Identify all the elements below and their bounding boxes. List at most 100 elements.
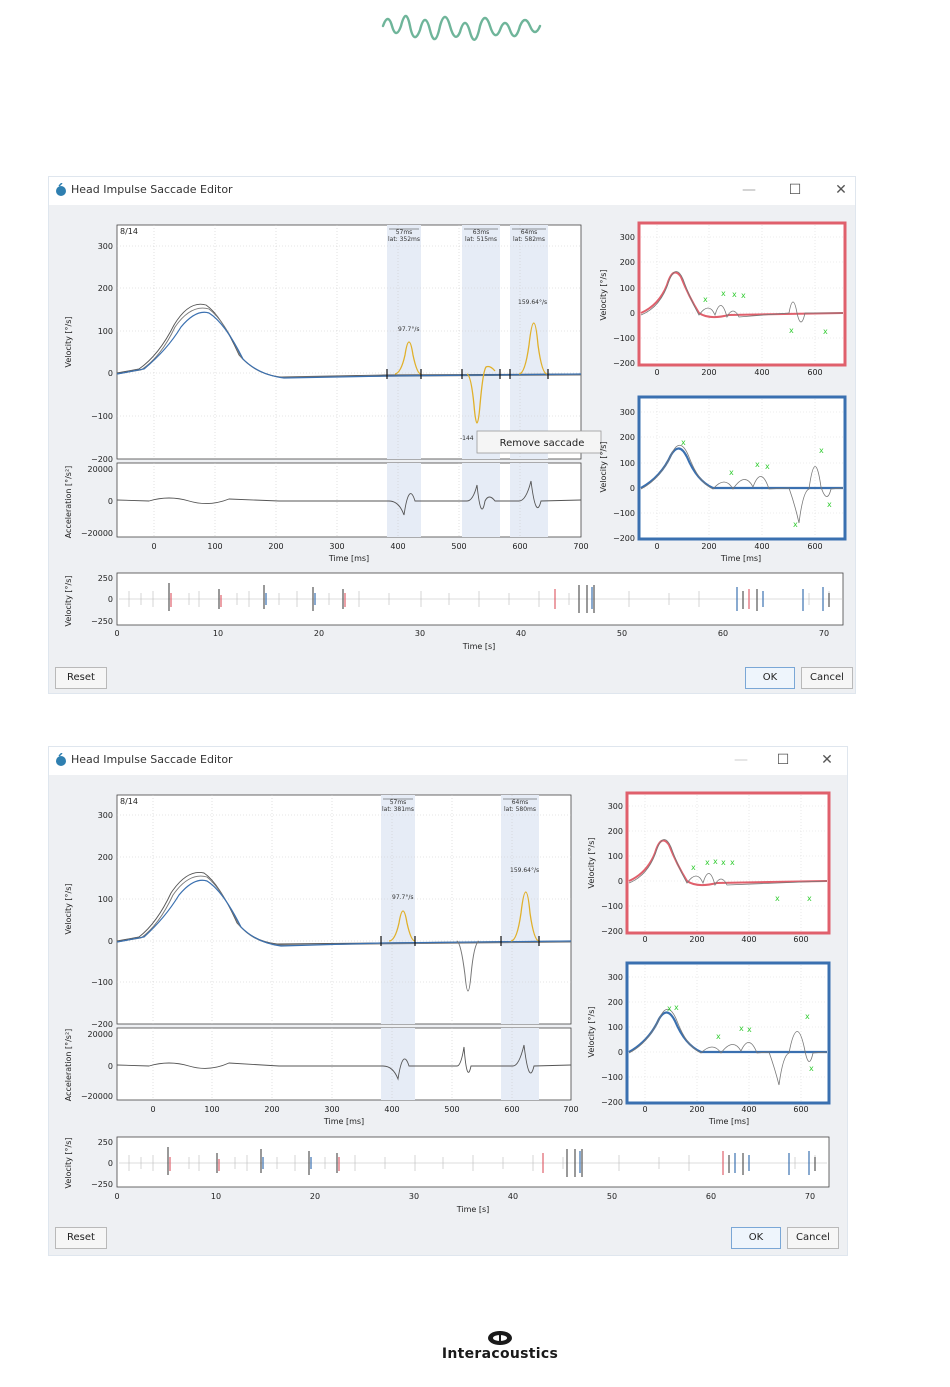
band-latency: lat: 381ms bbox=[382, 806, 414, 813]
x-tick: 600 bbox=[504, 1105, 519, 1114]
x-tick: 0 bbox=[114, 1192, 119, 1201]
context-menu[interactable]: Remove saccade bbox=[476, 430, 602, 454]
left-impulse-plot[interactable]: x xxx x xx 300 200 100 0 −100 −200 0 200 4… bbox=[587, 961, 831, 1126]
x-tick: 20 bbox=[314, 629, 324, 638]
band-duration: 57ms bbox=[396, 229, 413, 236]
y-tick: 0 bbox=[108, 1159, 113, 1168]
overview-timeline[interactable]: 250 0 −250 0 10 20 30 40 50 60 70 Time [… bbox=[64, 1136, 830, 1214]
x-axis-label: Time [ms] bbox=[708, 1117, 749, 1126]
maximize-icon[interactable]: ☐ bbox=[788, 182, 802, 198]
x-tick: 600 bbox=[807, 368, 822, 377]
x-tick: 0 bbox=[654, 368, 659, 377]
svg-text:x: x bbox=[713, 857, 718, 866]
x-tick: 0 bbox=[642, 1105, 647, 1114]
y-tick: 200 bbox=[608, 998, 623, 1007]
x-tick: 200 bbox=[264, 1105, 279, 1114]
svg-text:x: x bbox=[747, 1025, 752, 1034]
left-impulse-plot[interactable]: xxx x xxx 300 200 100 0 −100 −200 0 200 4… bbox=[599, 395, 847, 563]
x-tick: 200 bbox=[689, 1105, 704, 1114]
main-velocity-plot[interactable]: 57ms lat: 381ms 64ms lat: 580ms 97.7°/s … bbox=[64, 794, 572, 1029]
y-tick: −200 bbox=[91, 455, 113, 464]
x-tick: 500 bbox=[444, 1105, 459, 1114]
x-tick: 600 bbox=[793, 935, 808, 944]
x-tick: 10 bbox=[211, 1192, 221, 1201]
ok-button[interactable]: OK bbox=[745, 667, 795, 689]
svg-text:x: x bbox=[681, 438, 686, 447]
acceleration-plot[interactable]: 20000 0 −20000 0 100 200 300 400 500 600… bbox=[64, 1027, 579, 1126]
remove-saccade-menu-item[interactable]: Remove saccade bbox=[500, 438, 585, 449]
saccade-editor-window-2: Head Impulse Saccade Editor — ☐ ✕ bbox=[48, 746, 848, 1256]
y-tick: −200 bbox=[91, 1020, 113, 1029]
peak-label: 159.64°/s bbox=[518, 299, 547, 306]
x-tick: 300 bbox=[329, 542, 344, 551]
overview-timeline[interactable]: 250 0 −250 0 10 20 30 40 50 60 70 Time [… bbox=[64, 572, 844, 651]
y-axis-label: Velocity [°/s] bbox=[599, 441, 608, 492]
y-tick: 300 bbox=[620, 408, 635, 417]
x-tick: 70 bbox=[819, 629, 829, 638]
y-tick: 100 bbox=[608, 1023, 623, 1032]
svg-text:x: x bbox=[705, 858, 710, 867]
x-tick: 40 bbox=[508, 1192, 518, 1201]
minimize-icon[interactable]: — bbox=[742, 182, 756, 198]
y-tick: 300 bbox=[608, 973, 623, 982]
brand-name: Interacoustics bbox=[441, 1346, 559, 1362]
cancel-button[interactable]: Cancel bbox=[787, 1227, 839, 1249]
svg-text:x: x bbox=[789, 326, 794, 335]
y-tick: 20000 bbox=[88, 465, 113, 474]
window-titlebar: Head Impulse Saccade Editor — ☐ ✕ bbox=[49, 747, 847, 775]
saccade-band[interactable] bbox=[381, 795, 415, 1024]
x-tick: 100 bbox=[207, 542, 222, 551]
y-tick: 0 bbox=[630, 309, 635, 318]
svg-text:x: x bbox=[730, 858, 735, 867]
x-tick: 0 bbox=[642, 935, 647, 944]
x-tick: 400 bbox=[754, 542, 769, 551]
y-tick: −200 bbox=[613, 359, 635, 368]
y-tick: −100 bbox=[91, 978, 113, 987]
saccade-band[interactable] bbox=[501, 795, 539, 1024]
close-icon[interactable]: ✕ bbox=[835, 182, 847, 198]
x-axis-label: Time [ms] bbox=[323, 1117, 364, 1126]
band-latency: lat: 352ms bbox=[388, 236, 420, 243]
ok-button[interactable]: OK bbox=[731, 1227, 781, 1249]
x-tick: 30 bbox=[415, 629, 425, 638]
y-tick: −100 bbox=[613, 509, 635, 518]
saccade-trace bbox=[510, 891, 540, 942]
x-tick: 200 bbox=[268, 542, 283, 551]
cancel-button[interactable]: Cancel bbox=[801, 667, 853, 689]
peak-label: 159.64°/s bbox=[510, 867, 539, 874]
saccade-band[interactable] bbox=[387, 225, 421, 459]
band-latency: lat: 582ms bbox=[513, 236, 545, 243]
peak-label: 97.7°/s bbox=[392, 894, 414, 901]
y-tick: 0 bbox=[108, 497, 113, 506]
acceleration-plot[interactable]: 20000 0 −20000 0 100 200 300 400 500 600… bbox=[64, 462, 589, 563]
saccade-band[interactable] bbox=[462, 225, 500, 459]
reset-button[interactable]: Reset bbox=[55, 1227, 107, 1249]
y-tick: −20000 bbox=[81, 1092, 113, 1101]
reset-button[interactable]: Reset bbox=[55, 667, 107, 689]
y-tick: −250 bbox=[91, 617, 113, 626]
svg-text:x: x bbox=[775, 894, 780, 903]
main-velocity-plot[interactable]: 57ms lat: 352ms 63ms lat: 515ms 64ms lat… bbox=[64, 224, 582, 464]
x-tick: 50 bbox=[607, 1192, 617, 1201]
y-tick: 300 bbox=[608, 802, 623, 811]
y-tick: 250 bbox=[98, 1138, 113, 1147]
minimize-icon[interactable]: — bbox=[734, 752, 748, 768]
y-tick: 20000 bbox=[88, 1030, 113, 1039]
band-duration: 64ms bbox=[512, 799, 529, 806]
maximize-icon[interactable]: ☐ bbox=[776, 752, 790, 768]
y-tick: −100 bbox=[601, 1073, 623, 1082]
eye-velocity-trace bbox=[116, 879, 572, 947]
x-tick: 200 bbox=[701, 542, 716, 551]
x-axis-label: Time [ms] bbox=[328, 554, 369, 563]
window-titlebar: Head Impulse Saccade Editor — ☐ ✕ bbox=[49, 177, 855, 205]
close-icon[interactable]: ✕ bbox=[821, 752, 833, 768]
svg-text:x: x bbox=[805, 1012, 810, 1021]
svg-text:x: x bbox=[823, 327, 828, 336]
waveform-logo bbox=[381, 14, 542, 41]
y-tick: 300 bbox=[98, 242, 113, 251]
x-tick: 300 bbox=[324, 1105, 339, 1114]
y-tick: 200 bbox=[98, 284, 113, 293]
y-tick: 0 bbox=[108, 1062, 113, 1071]
